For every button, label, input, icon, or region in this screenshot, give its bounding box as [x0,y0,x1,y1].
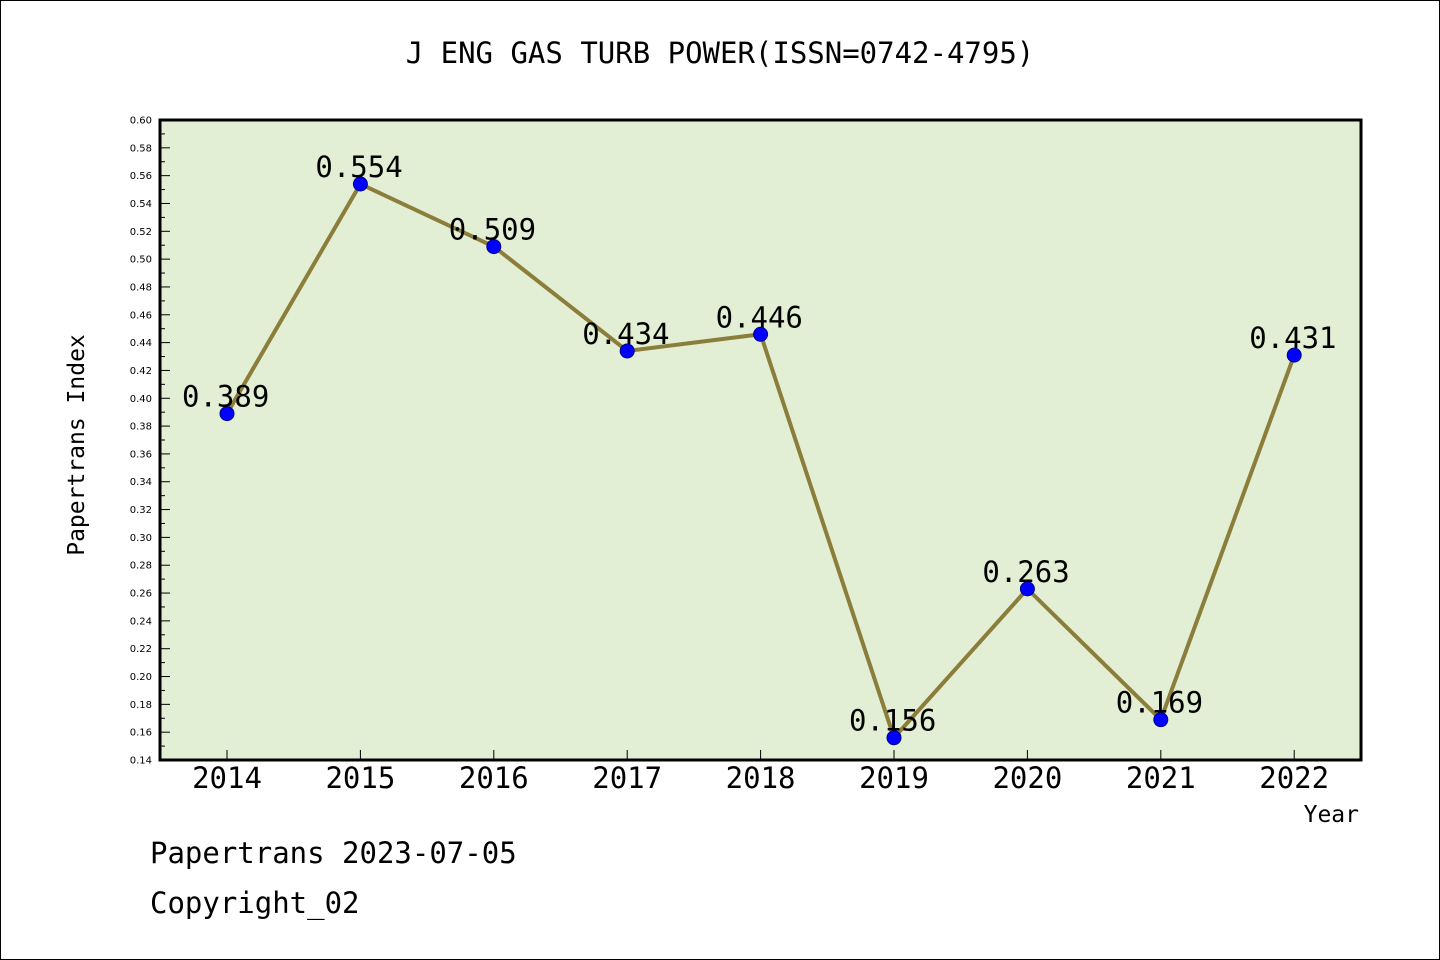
data-label: 0.263 [982,555,1069,589]
y-tick-label: 0.16 [130,728,152,739]
x-tick-label: 2017 [592,761,662,795]
plot-area [160,120,1361,760]
data-point [619,343,635,359]
y-tick-label: 0.36 [130,449,152,460]
x-axis-label: Year [1303,802,1359,828]
y-tick-label: 0.46 [130,310,152,321]
x-tick-label: 2020 [992,761,1062,795]
y-tick-label: 0.28 [130,561,152,572]
data-label: 0.169 [1116,686,1203,720]
y-tick-label: 0.22 [130,644,152,655]
data-label: 0.509 [449,213,536,247]
x-tick-label: 2022 [1259,761,1329,795]
y-tick-label: 0.58 [130,143,152,154]
y-tick-label: 0.50 [130,255,152,266]
y-tick-label: 0.30 [130,533,152,544]
data-point [219,406,235,422]
data-label: 0.389 [182,380,269,414]
data-point [1286,347,1302,363]
x-tick-label: 2019 [859,761,929,795]
data-label: 0.446 [716,300,803,334]
x-tick-label: 2015 [325,761,395,795]
y-tick-label: 0.38 [130,422,152,433]
y-tick-label: 0.20 [130,672,152,683]
data-point [352,176,368,192]
data-label: 0.156 [849,704,936,738]
y-tick-label: 0.42 [130,366,152,377]
y-tick-label: 0.54 [130,199,152,210]
y-tick-label: 0.24 [130,616,152,627]
y-tick-label: 0.14 [130,756,152,767]
data-label: 0.434 [582,317,669,351]
y-tick-label: 0.48 [130,282,152,293]
y-tick-label: 0.32 [130,505,152,516]
data-label: 0.431 [1249,321,1336,355]
y-tick-label: 0.34 [130,477,152,488]
data-point [753,326,769,342]
x-tick-label: 2018 [726,761,796,795]
y-tick-label: 0.18 [130,700,152,711]
chart-title: J ENG GAS TURB POWER(ISSN=0742-4795) [405,36,1035,70]
x-tick-label: 2021 [1126,761,1196,795]
data-point [1019,581,1035,597]
y-tick-label: 0.56 [130,171,152,182]
y-tick-label: 0.60 [130,116,152,127]
y-tick-label: 0.26 [130,589,152,600]
footer-copyright: Copyright_02 [150,886,360,920]
data-point [486,239,502,255]
y-tick-label: 0.52 [130,227,152,238]
plot-border [158,118,1363,762]
y-tick-label: 0.40 [130,394,152,405]
data-point [886,730,902,746]
x-tick-label: 2014 [192,761,262,795]
data-label: 0.554 [315,150,402,184]
data-point [1153,712,1169,728]
x-tick-label: 2016 [459,761,529,795]
footer-date: Papertrans 2023-07-05 [150,836,517,870]
y-tick-label: 0.44 [130,338,152,349]
